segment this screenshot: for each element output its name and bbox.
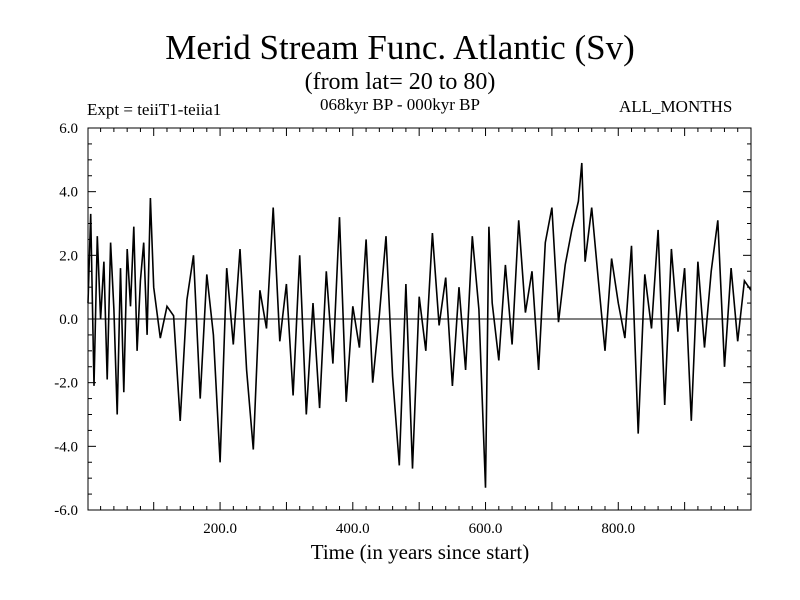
y-tick-label: 6.0 xyxy=(59,121,78,137)
x-axis-label: Time (in years since start) xyxy=(310,540,530,564)
y-tick-label: -2.0 xyxy=(54,376,78,392)
x-tick-label: 200.0 xyxy=(203,521,237,537)
x-tick-label: 400.0 xyxy=(336,521,370,537)
x-tick-label: 600.0 xyxy=(469,521,503,537)
series-line-0 xyxy=(87,162,752,488)
y-tick-label: 4.0 xyxy=(59,185,78,201)
experiment-label: Expt = teiiT1-teiia1 xyxy=(87,100,222,119)
y-tick-label: 2.0 xyxy=(59,248,78,264)
period-label: 068kyr BP - 000kyr BP xyxy=(320,95,480,114)
y-tick-label: 0.0 xyxy=(59,312,78,328)
chart-subtitle: (from lat= 20 to 80) xyxy=(304,69,496,95)
chart-title: Merid Stream Func. Atlantic (Sv) xyxy=(165,28,635,67)
months-label: ALL_MONTHS xyxy=(619,97,733,116)
x-tick-label: 800.0 xyxy=(601,521,635,537)
y-tick-label: -6.0 xyxy=(54,503,78,519)
y-tick-label: -4.0 xyxy=(54,439,78,455)
